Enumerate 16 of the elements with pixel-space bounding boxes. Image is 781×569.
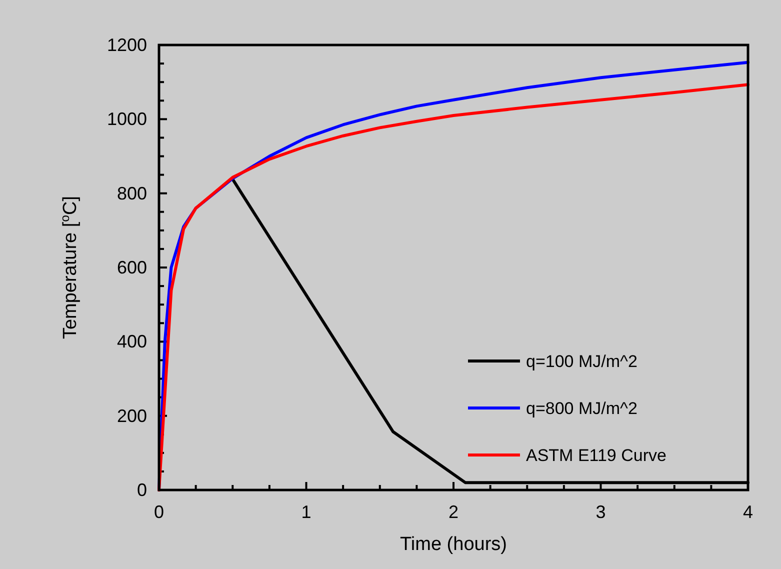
y-tick-label: 200 xyxy=(116,406,147,426)
y-tick-label: 400 xyxy=(116,332,147,352)
x-tick-label: 0 xyxy=(154,502,164,522)
x-tick-label: 3 xyxy=(596,502,606,522)
legend-label: q=800 MJ/m^2 xyxy=(526,399,638,418)
x-tick-label: 1 xyxy=(301,502,312,522)
y-tick-label: 1000 xyxy=(106,109,147,130)
y-tick-label: 800 xyxy=(116,183,147,204)
y-tick-label: 600 xyxy=(116,258,147,278)
legend-label: ASTM E119 Curve xyxy=(526,446,666,465)
x-axis-title: Time (hours) xyxy=(400,534,507,555)
y-tick-label: 1200 xyxy=(106,35,147,55)
x-tick-label: 4 xyxy=(742,502,754,522)
legend-label: q=100 MJ/m^2 xyxy=(526,352,638,371)
y-tick-label: 0 xyxy=(136,480,147,500)
x-tick-label: 2 xyxy=(448,502,459,522)
